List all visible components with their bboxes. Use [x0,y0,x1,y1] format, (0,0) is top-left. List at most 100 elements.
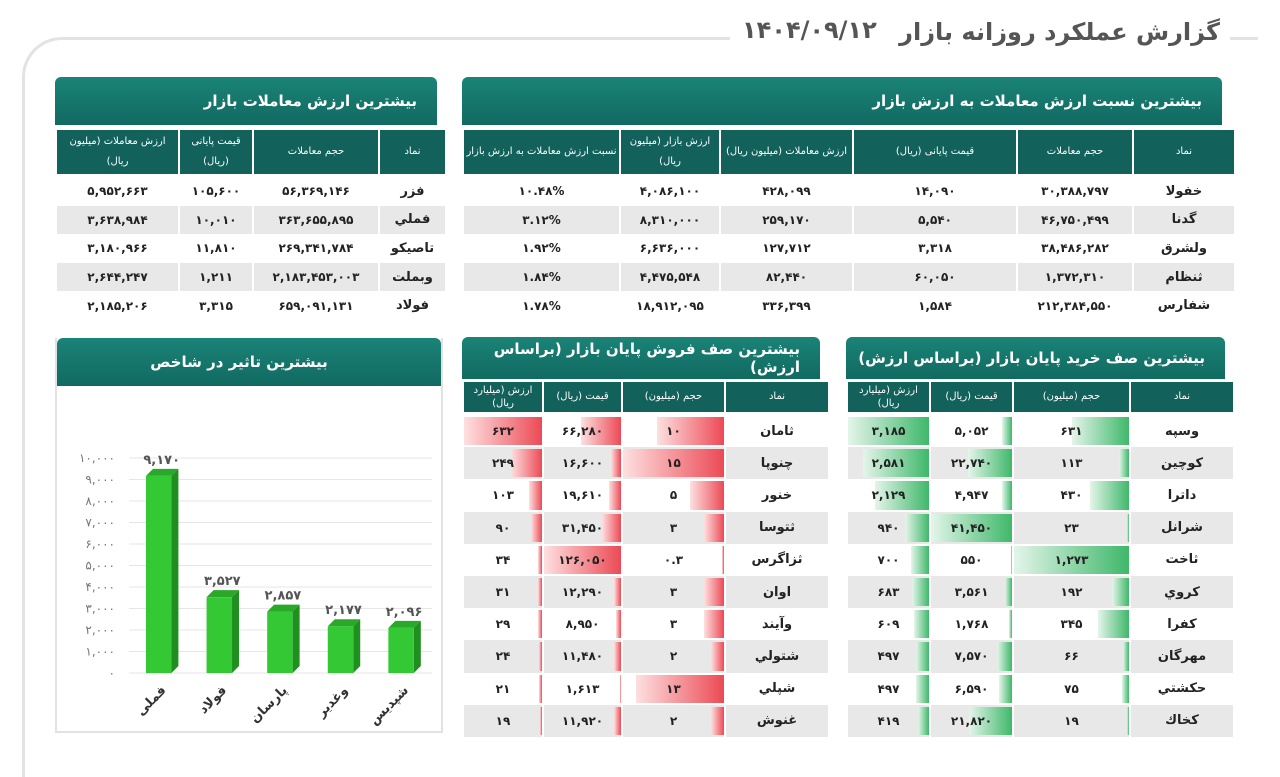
symbol-cell: فملي [380,205,445,235]
value-cell: ۶۰,۰۵۰ [854,262,1016,292]
value-bar [969,706,1012,735]
value-cell: ۲۱۲,۳۸۴,۵۵۰ [1018,291,1132,320]
value-bar [609,481,621,510]
value-cell: ۳۱,۴۵۰ [544,511,621,544]
column-header: ارزش بازار (میلیون ریال) [621,130,719,177]
value-cell: ۳ [623,575,724,609]
cell-text: ۳۸,۴۸۶,۲۸۲ [1041,241,1109,256]
value-cell: ۵,۰۵۲ [931,415,1012,447]
value-cell: ۵۵۰ [931,544,1012,576]
data-label: ۹,۱۷۰ [143,453,180,468]
cell-text: ثنظام [1165,269,1203,285]
value-bar [1005,577,1012,607]
cell-text: ۴۱,۴۵۰ [950,520,993,535]
table-row: شرانل ۲۳ ۴۱,۴۵۰ ۹۴۰ [848,511,1233,544]
value-cell: ۳,۱۸۰,۹۶۶ [57,234,178,263]
cell-text: فملي [394,212,431,228]
cell-text: غنوش [756,713,798,729]
cell-text: ۶,۶۳۶,۰۰۰ [639,241,701,256]
value-cell: ۵,۵۴۰ [854,205,1016,235]
cell-text: ۷۰۰ [877,552,900,567]
cell-text: ۳ [669,585,678,600]
value-cell: ۱۰.۴۸% [464,177,619,206]
value-bar [911,545,929,574]
value-cell: ۵ [623,479,724,511]
value-bar [614,642,621,671]
value-cell: ۱۲۶,۰۵۰ [544,544,621,576]
value-cell: ۴۹۷ [848,673,929,705]
cell-text: ۸۲,۴۴۰ [765,270,808,285]
value-cell: ۱۳ [623,673,724,705]
symbol-cell: تاصيكو [380,234,445,263]
value-cell: ۱۹ [464,704,542,737]
cell-text: ۲۱ [495,681,511,696]
value-bar [905,513,929,542]
table-row: ثاخت ۱,۲۷۳ ۵۵۰ ۷۰۰ [848,544,1233,576]
cell-text: كخاك [1165,713,1199,729]
table-row: اوان ۳ ۱۲,۲۹۰ ۳۱ [464,575,828,609]
value-cell: ۴۱۹ [848,704,929,737]
cell-text: ۳۱ [495,585,511,600]
bar-top [388,620,421,628]
symbol-cell: خفولا [1134,177,1234,206]
cell-text: ۱,۲۷۳ [1054,552,1089,567]
symbol-cell: كخاك [1131,704,1233,737]
value-cell: ۵۶,۳۶۹,۱۴۶ [254,177,378,206]
value-cell: ۳,۶۳۸,۹۸۴ [57,205,178,235]
bar-top [145,468,179,476]
value-cell: ۶۰۹ [848,608,929,640]
value-cell: ۱۱,۹۲۰ [544,704,621,737]
cell-text: ۶۸۳ [877,585,900,600]
value-cell: ۲,۱۲۹ [848,479,929,511]
cell-text: ۴,۴۷۵,۵۴۸ [639,270,701,285]
y-tick-label: ۷,۰۰۰ [85,516,115,530]
cell-text: ۴۳۰ [1060,488,1083,503]
x-tick-label: فولاد [196,683,230,717]
value-cell: ۳۱ [464,575,542,609]
value-cell: ۳.۱۲% [464,205,619,235]
value-cell: ۱۱,۸۱۰ [180,234,252,263]
value-cell: ۹۴۰ [848,511,929,544]
column-header: حجم (میلیون) [1014,382,1129,415]
value-cell: ۴,۰۸۶,۱۰۰ [621,177,719,206]
value-cell: ۲۹ [464,608,542,640]
buy-queue-table: نماد حجم (میلیون) قیمت (ریال) ارزش (میلیارد… [846,382,1235,737]
value-bar [1111,577,1129,607]
cell-text: ۴۹۷ [877,649,900,664]
value-cell: ۳۳۶,۳۹۹ [721,291,852,320]
value-bar [1002,417,1012,446]
value-cell: ۸۲,۴۴۰ [721,262,852,292]
symbol-cell: كوچين [1131,447,1233,480]
cell-text: ۱,۶۱۳ [565,681,600,696]
value-cell: ۸,۳۱۰,۰۰۰ [621,205,719,235]
y-tick-label: ۱۰,۰۰۰ [79,451,115,465]
x-tick-label: وغدیر [314,683,352,721]
value-cell: ۰.۳ [623,544,724,576]
cell-text: ۵,۹۵۲,۶۶۳ [87,184,148,199]
symbol-cell: كفرا [1131,608,1233,640]
cell-text: ۵۶,۳۶۹,۱۴۶ [282,184,350,199]
value-bar [721,545,724,574]
value-bar [911,577,929,607]
cell-text: ۵,۵۴۰ [918,212,952,227]
value-bar [610,449,621,478]
cell-text: ۳,۳۱۸ [918,241,952,256]
value-cell: ۱,۳۷۲,۳۱۰ [1018,262,1132,292]
cell-text: ۵ [669,488,678,503]
cell-text: ۲۱۲,۳۸۴,۵۵۰ [1037,298,1113,313]
cell-text: خفولا [1165,183,1203,199]
value-bar [613,577,621,607]
bar-side [353,619,361,673]
cell-text: كفرا [1167,616,1197,632]
panel-title: بیشترین صف فروش پایان بازار (براساس ارزش… [462,337,820,379]
sell-queue-table: نماد حجم (میلیون) قیمت (ریال) ارزش (میلیارد… [462,382,830,737]
value-cell: ۴۱,۴۵۰ [931,511,1012,544]
value-bar [529,481,542,510]
value-cell: ۲۲,۷۴۰ [931,447,1012,480]
value-bar [999,674,1012,703]
value-cell: ۲۵۹,۱۷۰ [721,205,852,235]
sell-queue-panel: بیشترین صف فروش پایان بازار (براساس ارزش… [462,337,828,737]
value-cell: ۲,۶۴۴,۲۴۷ [57,262,178,292]
column-header: ارزش (میلیارد ریال) [464,382,542,415]
top-value-panel: بیشترین ارزش معاملات بازار نماد حجم معامل… [55,77,445,320]
